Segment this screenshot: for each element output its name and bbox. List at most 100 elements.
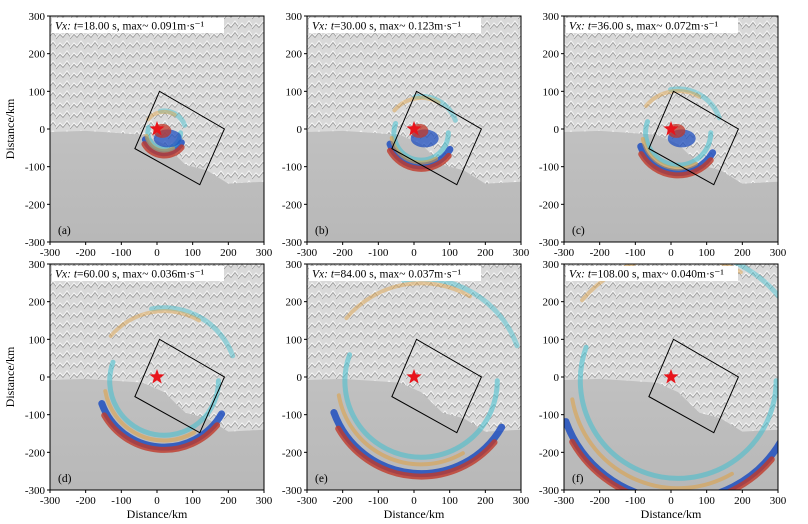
title-text: Vx: t=18.00 s, max~ 0.091m·s⁻¹ bbox=[55, 21, 205, 33]
y-tick-label: 100 bbox=[543, 334, 560, 346]
y-tick-label: 300 bbox=[543, 11, 560, 23]
x-tick-label: 100 bbox=[184, 495, 201, 507]
panel-label: (b) bbox=[315, 225, 329, 237]
x-tick-label: -100 bbox=[368, 495, 389, 507]
y-tick-label: 300 bbox=[543, 259, 560, 271]
x-tick-label: -100 bbox=[111, 247, 132, 259]
y-tick-label: -300 bbox=[25, 485, 46, 497]
x-tick-label: -300 bbox=[40, 247, 61, 259]
x-tick-label: 100 bbox=[698, 247, 715, 259]
map-area bbox=[307, 16, 521, 242]
mountain-relief bbox=[307, 264, 521, 432]
fault-rectangle bbox=[134, 338, 226, 434]
wavefront-arc bbox=[570, 397, 734, 490]
mountain-relief bbox=[50, 16, 264, 184]
y-tick-label: 300 bbox=[29, 11, 46, 23]
mountain-relief bbox=[564, 16, 778, 184]
x-tick-label: 0 bbox=[411, 247, 417, 259]
title-background bbox=[52, 18, 224, 33]
title-variable: Vx: bbox=[312, 269, 331, 281]
epicenter-star-icon bbox=[149, 121, 165, 136]
panel-title: Vx: t=84.00 s, max~ 0.037m·s⁻¹ bbox=[309, 266, 481, 281]
x-tick-label: 100 bbox=[698, 495, 715, 507]
y-tick-label: -100 bbox=[25, 410, 46, 422]
title-background bbox=[309, 18, 481, 33]
panel-e: Vx: t=84.00 s, max~ 0.037m·s⁻¹ (e) -300-30… bbox=[282, 259, 530, 521]
x-tick-label: -100 bbox=[111, 495, 132, 507]
title-values: =108.00 s, max~ 0.040m·s⁻¹ bbox=[591, 269, 724, 281]
title-variable: Vx: bbox=[569, 21, 588, 33]
x-tick-label: -100 bbox=[368, 247, 389, 259]
panel-title: Vx: t=60.00 s, max~ 0.036m·s⁻¹ bbox=[52, 266, 224, 281]
y-tick-label: -100 bbox=[282, 410, 303, 422]
mountain-relief bbox=[307, 16, 521, 184]
wavefront-arc bbox=[103, 389, 196, 443]
wavefront-arc bbox=[577, 344, 778, 481]
y-tick-label: 100 bbox=[543, 86, 560, 98]
map-area bbox=[307, 264, 521, 490]
title-background bbox=[566, 266, 738, 281]
panel-label: (f) bbox=[572, 473, 584, 485]
title-background bbox=[52, 266, 224, 281]
x-tick-label: -200 bbox=[590, 247, 611, 259]
y-tick-label: 300 bbox=[29, 259, 46, 271]
y-tick-label: -200 bbox=[539, 199, 560, 211]
y-tick-label: 0 bbox=[40, 372, 46, 384]
y-tick-label: 200 bbox=[543, 49, 560, 61]
title-time-symbol: t bbox=[331, 269, 335, 281]
panel-c: Vx: t=36.00 s, max~ 0.072m·s⁻¹ (c) -300-30… bbox=[539, 11, 787, 259]
x-tick-label: 0 bbox=[668, 495, 674, 507]
x-tick-label: 200 bbox=[220, 495, 237, 507]
epicenter-star-icon bbox=[149, 369, 165, 384]
y-tick-label: -100 bbox=[25, 162, 46, 174]
epicenter-star-icon bbox=[663, 121, 679, 136]
y-tick-label: -100 bbox=[539, 162, 560, 174]
title-values: =18.00 s, max~ 0.091m·s⁻¹ bbox=[77, 21, 205, 33]
wavefront-arc bbox=[344, 281, 472, 321]
wavefront-arc bbox=[392, 95, 441, 113]
y-tick-label: 300 bbox=[286, 11, 303, 23]
x-tick-label: -300 bbox=[554, 247, 575, 259]
y-tick-label: -300 bbox=[539, 237, 560, 249]
wavefront-arc bbox=[644, 89, 701, 108]
wavefront-arc bbox=[732, 264, 778, 300]
x-tick-label: 0 bbox=[411, 495, 417, 507]
x-axis-label: Distance/km bbox=[384, 507, 445, 521]
y-axis-label: Distance/km bbox=[3, 346, 17, 407]
x-tick-label: -200 bbox=[590, 495, 611, 507]
mountain-relief bbox=[564, 264, 778, 432]
title-text: Vx: t=30.00 s, max~ 0.123m·s⁻¹ bbox=[312, 21, 462, 33]
y-tick-label: -300 bbox=[25, 237, 46, 249]
wavefront-arc bbox=[141, 141, 185, 159]
title-time-symbol: t bbox=[74, 269, 78, 281]
epicenter-star-icon bbox=[406, 121, 422, 136]
title-variable: Vx: bbox=[312, 21, 331, 33]
title-time-symbol: t bbox=[588, 21, 592, 33]
wavefront-arc bbox=[569, 438, 775, 490]
x-tick-label: 200 bbox=[220, 247, 237, 259]
panel-label: (a) bbox=[58, 225, 71, 237]
x-tick-label: -300 bbox=[297, 495, 318, 507]
x-tick-label: 0 bbox=[668, 247, 674, 259]
panel-label: (d) bbox=[58, 473, 72, 485]
epicenter-star-icon bbox=[663, 369, 679, 384]
x-tick-label: 300 bbox=[256, 247, 273, 259]
wavefront-arc bbox=[391, 121, 451, 163]
x-tick-label: 200 bbox=[477, 495, 494, 507]
map-area bbox=[564, 16, 778, 242]
wavefront-arc bbox=[101, 412, 221, 453]
y-tick-label: -200 bbox=[539, 447, 560, 459]
panel-label: (e) bbox=[315, 473, 328, 485]
y-tick-label: 100 bbox=[286, 334, 303, 346]
wavefront-arc bbox=[146, 109, 177, 122]
title-values: =60.00 s, max~ 0.036m·s⁻¹ bbox=[77, 269, 205, 281]
x-tick-label: 300 bbox=[770, 495, 787, 507]
fault-rectangle bbox=[648, 90, 740, 186]
x-tick-label: -300 bbox=[297, 247, 318, 259]
title-background bbox=[566, 18, 738, 33]
y-tick-label: -100 bbox=[282, 162, 303, 174]
y-tick-label: -300 bbox=[282, 237, 303, 249]
x-tick-label: 100 bbox=[441, 247, 458, 259]
y-tick-label: 0 bbox=[554, 372, 560, 384]
